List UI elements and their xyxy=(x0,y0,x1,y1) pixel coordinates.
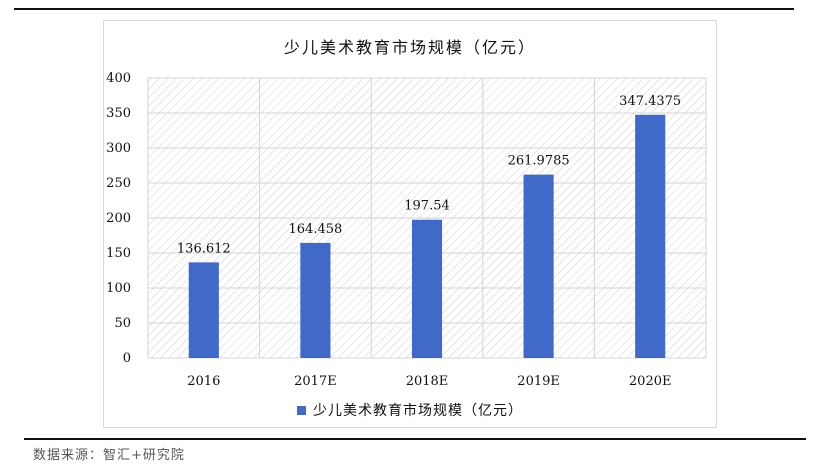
legend-swatch xyxy=(297,405,306,415)
y-tick-label: 250 xyxy=(106,176,131,191)
bar xyxy=(300,242,331,358)
chart-title: 少儿美术教育市场规模（亿元） xyxy=(283,38,536,57)
data-label: 347.4375 xyxy=(619,94,681,109)
x-tick-label: 2019E xyxy=(517,374,560,389)
bar xyxy=(411,219,443,358)
y-tick-label: 400 xyxy=(106,71,131,86)
source-note: 数据来源：智汇+研究院 xyxy=(33,448,185,463)
y-tick-label: 150 xyxy=(106,246,131,261)
bar xyxy=(188,262,219,358)
x-tick-label: 2020E xyxy=(629,374,672,389)
chart-legend: 少儿美术教育市场规模（亿元） xyxy=(103,400,717,420)
x-tick-label: 2016 xyxy=(187,374,220,389)
bar xyxy=(635,114,666,358)
bottom-rule xyxy=(24,438,806,440)
x-tick-label: 2017E xyxy=(294,374,337,389)
y-tick-label: 0 xyxy=(123,351,131,366)
bar xyxy=(523,174,554,358)
legend-label: 少儿美术教育市场规模（亿元） xyxy=(313,403,523,419)
data-label: 261.9785 xyxy=(508,154,570,169)
y-tick-label: 200 xyxy=(106,211,131,226)
data-label: 164.458 xyxy=(289,222,343,237)
y-tick-label: 100 xyxy=(106,281,131,296)
y-tick-label: 350 xyxy=(106,106,131,121)
data-label: 197.54 xyxy=(404,199,450,214)
x-tick-label: 2018E xyxy=(406,374,449,389)
data-label: 136.612 xyxy=(177,241,231,256)
top-rule xyxy=(14,8,794,10)
y-tick-label: 50 xyxy=(114,316,131,331)
y-tick-label: 300 xyxy=(106,141,131,156)
